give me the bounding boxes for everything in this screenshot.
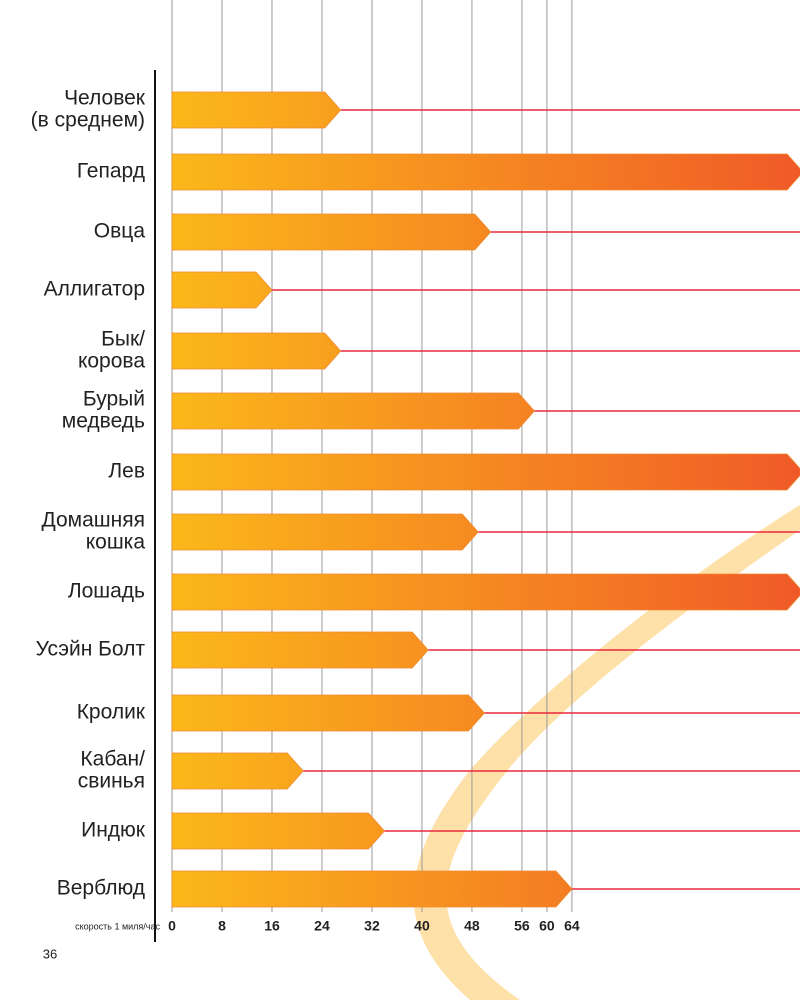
- x-tick-label: 56: [514, 918, 530, 934]
- bar: [171, 573, 800, 611]
- bar: [171, 91, 342, 129]
- category-label: Бурый: [83, 388, 145, 411]
- category-label: Бык/: [101, 328, 145, 351]
- category-label: Индюк: [81, 819, 146, 842]
- bar: [171, 332, 342, 370]
- category-label: Овца: [94, 220, 146, 243]
- x-tick-label: 0: [168, 918, 176, 934]
- bar: [171, 513, 479, 551]
- bar: [171, 213, 492, 251]
- x-tick-label: 24: [314, 918, 330, 934]
- category-label: Человек: [64, 87, 146, 110]
- category-label: Верблюд: [57, 877, 145, 900]
- category-label: (в среднем): [31, 109, 145, 132]
- x-axis-label: скорость 1 миля/час: [75, 921, 160, 931]
- category-label: Кабан/: [80, 748, 145, 771]
- bar: [171, 694, 485, 732]
- bar: [171, 153, 800, 191]
- bar: [171, 631, 429, 669]
- category-label: Кролик: [77, 701, 146, 724]
- category-label: Гепард: [77, 160, 145, 183]
- category-label: кошка: [86, 531, 146, 554]
- x-tick-label: 32: [364, 918, 380, 934]
- category-label: Усэйн Болт: [36, 638, 146, 661]
- bar: [171, 752, 304, 790]
- bar: [171, 812, 385, 850]
- x-tick-label: 16: [264, 918, 280, 934]
- bar: [171, 392, 535, 430]
- category-label: Лев: [108, 460, 145, 483]
- x-tick-label: 40: [414, 918, 430, 934]
- x-tick-label: 64: [564, 918, 580, 934]
- x-tick-label: 8: [218, 918, 226, 934]
- category-label: корова: [78, 350, 145, 373]
- page-number: 36: [43, 946, 57, 961]
- category-label: Лошадь: [68, 580, 145, 603]
- category-label: Аллигатор: [44, 278, 145, 301]
- x-tick-label: 60: [539, 918, 555, 934]
- x-tick-label: 48: [464, 918, 480, 934]
- bar: [171, 453, 800, 491]
- category-label: Домашняя: [42, 509, 145, 532]
- decor-band: [413, 505, 800, 1000]
- bar: [171, 870, 573, 908]
- category-label: медведь: [62, 410, 145, 433]
- bar: [171, 271, 273, 309]
- category-label: свинья: [78, 770, 145, 793]
